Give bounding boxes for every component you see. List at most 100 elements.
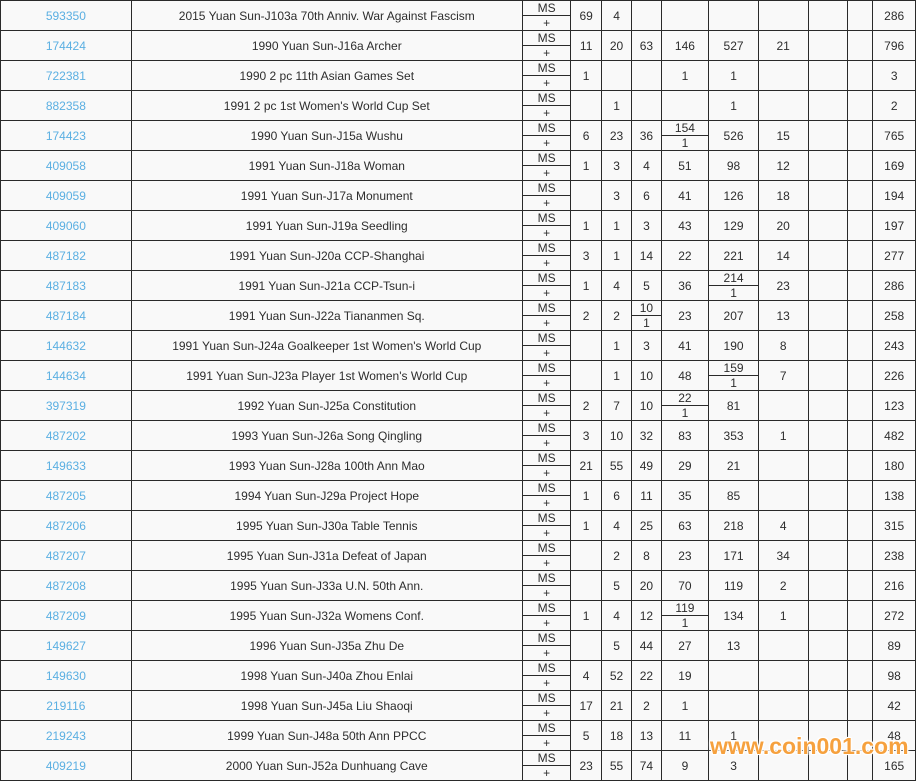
catalog-number-link[interactable]: 409059 — [45, 188, 86, 203]
catalog-number-link[interactable]: 144632 — [45, 338, 86, 353]
count-cell: 23 — [660, 540, 710, 571]
catalog-number-link[interactable]: 487184 — [45, 308, 86, 323]
count-cell — [570, 330, 602, 361]
catalog-number-link[interactable]: 144634 — [45, 368, 86, 383]
count-cell: 21 — [570, 450, 602, 481]
total-cell: 98 — [872, 660, 916, 691]
count-cell: 1 — [708, 60, 759, 91]
item-description: 1999 Yuan Sun-J48a 50th Ann PPCC — [130, 720, 523, 751]
count-cell: 1 — [660, 60, 710, 91]
empty-cell-narrow — [847, 300, 874, 331]
count-cell: 85 — [708, 480, 759, 511]
count-cell: 10 — [631, 360, 662, 391]
total-cell: 258 — [872, 300, 916, 331]
empty-cell-narrow — [847, 630, 874, 661]
grade-ms-cell: MS — [521, 360, 572, 376]
catalog-number-link[interactable]: 174424 — [45, 38, 86, 53]
grade-ms-cell: MS — [521, 210, 572, 226]
total-cell: 315 — [872, 510, 916, 541]
catalog-number-link[interactable]: 487202 — [45, 428, 86, 443]
catalog-number-link[interactable]: 409219 — [45, 758, 86, 773]
count-cell-top: 10 — [631, 300, 662, 316]
total-cell: 42 — [872, 690, 916, 721]
count-cell — [631, 90, 662, 121]
catalog-number-link[interactable]: 487208 — [45, 578, 86, 593]
grade-ms-cell: MS — [521, 660, 572, 676]
catalog-number-cell: 722381 — [0, 60, 132, 91]
item-description: 1991 Yuan Sun-J20a CCP-Shanghai — [130, 240, 523, 271]
catalog-number-cell: 487202 — [0, 420, 132, 451]
table-row: 487202 1993 Yuan Sun-J26a Song Qingling MS… — [0, 420, 916, 451]
item-description: 1990 2 pc 11th Asian Games Set — [130, 60, 523, 91]
item-description: 1991 Yuan Sun-J18a Woman — [130, 150, 523, 181]
catalog-number-link[interactable]: 149630 — [45, 668, 86, 683]
empty-cell-wide — [807, 420, 849, 451]
item-description: 1995 Yuan Sun-J30a Table Tennis — [130, 510, 523, 541]
count-cell: 3 — [631, 210, 662, 241]
empty-cell-wide — [807, 120, 849, 151]
grade-plus-cell: + — [521, 165, 572, 181]
count-cell: 63 — [631, 30, 662, 61]
catalog-number-link[interactable]: 409058 — [45, 158, 86, 173]
catalog-number-link[interactable]: 487205 — [45, 488, 86, 503]
count-cell: 63 — [660, 510, 710, 541]
table-row: 174423 1990 Yuan Sun-J15a Wushu MS 6 23 36 154… — [0, 120, 916, 151]
catalog-number-link[interactable]: 487183 — [45, 278, 86, 293]
catalog-number-link[interactable]: 487209 — [45, 608, 86, 623]
catalog-number-link[interactable]: 722381 — [45, 68, 86, 83]
catalog-number-link[interactable]: 409060 — [45, 218, 86, 233]
count-cell — [757, 450, 809, 481]
catalog-number-link[interactable]: 149627 — [45, 638, 86, 653]
item-description: 1994 Yuan Sun-J29a Project Hope — [130, 480, 523, 511]
empty-cell-wide — [807, 660, 849, 691]
empty-cell-wide — [807, 390, 849, 421]
count-cell: 10 — [600, 420, 633, 451]
count-cell: 44 — [631, 630, 662, 661]
catalog-number-link[interactable]: 487206 — [45, 518, 86, 533]
catalog-number-cell: 149630 — [0, 660, 132, 691]
count-cell: 18 — [757, 180, 809, 211]
table-row-sub: +1 — [1, 285, 916, 301]
catalog-number-link[interactable]: 397319 — [45, 398, 86, 413]
catalog-number-link[interactable]: 219243 — [45, 728, 86, 743]
count-cell: 7 — [600, 390, 633, 421]
count-cell — [757, 0, 809, 31]
count-cell: 81 — [708, 390, 759, 421]
count-cell: 126 — [708, 180, 759, 211]
item-description: 1991 Yuan Sun-J24a Goalkeeper 1st Women'… — [130, 330, 523, 361]
count-cell: 36 — [660, 270, 710, 301]
count-cell: 526 — [708, 120, 759, 151]
grade-plus-cell: + — [521, 195, 572, 211]
count-cell: 17 — [570, 690, 602, 721]
grade-ms-cell: MS — [521, 120, 572, 136]
count-cell: 8 — [757, 330, 809, 361]
catalog-number-link[interactable]: 882358 — [45, 98, 86, 113]
count-cell — [757, 690, 809, 721]
grade-plus-cell: + — [521, 315, 572, 331]
catalog-number-link[interactable]: 487207 — [45, 548, 86, 563]
catalog-number-link[interactable]: 219116 — [46, 698, 86, 713]
count-cell: 11 — [660, 720, 710, 751]
catalog-number-link[interactable]: 487182 — [45, 248, 86, 263]
grade-ms-cell: MS — [521, 150, 572, 166]
catalog-number-link[interactable]: 149633 — [45, 458, 86, 473]
table-row: 149630 1998 Yuan Sun-J40a Zhou Enlai MS 4 52… — [0, 660, 916, 691]
catalog-number-link[interactable]: 593350 — [45, 8, 86, 23]
grade-ms-cell: MS — [521, 690, 572, 706]
count-cell: 11 — [570, 30, 602, 61]
table-row-sub: +1 — [1, 375, 916, 391]
count-cell — [600, 60, 633, 91]
total-cell: 238 — [872, 540, 916, 571]
table-row: 593350 2015 Yuan Sun-J103a 70th Anniv. Wa… — [0, 0, 916, 31]
count-cell: 52 — [600, 660, 633, 691]
grade-ms-cell: MS — [521, 450, 572, 466]
count-cell-bottom: 1 — [660, 405, 710, 421]
count-cell: 1 — [600, 240, 633, 271]
table-row-sub: + — [1, 555, 916, 571]
count-cell: 4 — [757, 510, 809, 541]
grade-plus-cell: + — [521, 285, 572, 301]
catalog-number-link[interactable]: 174423 — [45, 128, 86, 143]
table-row: 219243 1999 Yuan Sun-J48a 50th Ann PPCC MS… — [0, 720, 916, 751]
total-cell: 48 — [872, 720, 916, 751]
